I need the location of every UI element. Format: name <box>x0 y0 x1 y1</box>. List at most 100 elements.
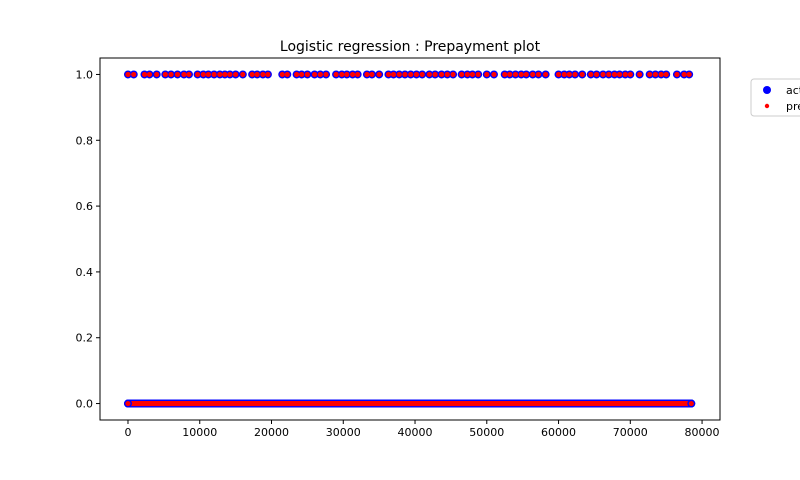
pre-point <box>364 71 370 78</box>
pre-point <box>627 71 633 78</box>
pre-point <box>355 71 361 78</box>
pre-point <box>572 71 578 78</box>
pre-point <box>419 71 425 78</box>
pre-point <box>333 71 339 78</box>
pre-point <box>260 71 266 78</box>
pre-point <box>186 71 192 78</box>
pre-point <box>240 71 246 78</box>
plot-marks <box>123 70 696 408</box>
pre-point <box>376 71 382 78</box>
pre-point <box>168 71 174 78</box>
pre-point <box>450 71 456 78</box>
pre-point <box>317 71 323 78</box>
pre-point <box>606 71 612 78</box>
pre-point <box>205 71 211 78</box>
y-axis: 0.0 0.2 0.4 0.6 0.8 1.0 <box>76 68 100 411</box>
pre-point <box>593 71 600 78</box>
pre-point <box>637 71 643 78</box>
y-tick-label: 0.0 <box>76 398 94 411</box>
x-tick-label: 50000 <box>469 426 504 439</box>
pre-point <box>154 71 160 78</box>
pre-point <box>141 71 148 78</box>
pre-point <box>681 71 687 78</box>
pre-point <box>385 71 392 78</box>
pre-point <box>344 71 350 78</box>
legend-marker-act <box>763 86 771 94</box>
y-tick-label: 1.0 <box>76 68 94 81</box>
pre-point <box>535 71 542 78</box>
pre-point <box>600 71 606 78</box>
pre-point <box>674 71 680 78</box>
pre-point <box>233 71 239 78</box>
y-tick-label: 0.4 <box>76 266 94 279</box>
pre-point <box>588 71 594 78</box>
pre-point <box>652 71 659 78</box>
pre-point <box>162 71 168 78</box>
pre-point <box>647 71 653 78</box>
pre-point <box>686 71 692 78</box>
pre-point <box>390 71 397 78</box>
x-axis: 0 10000 20000 30000 40000 50000 60000 70000 8000… <box>124 420 720 439</box>
pre-point <box>611 71 618 78</box>
chart-title: Logistic regression : Prepayment plot <box>280 39 541 55</box>
pre-point <box>561 71 567 78</box>
pre-point <box>484 71 490 78</box>
x-tick-label: 40000 <box>398 426 433 439</box>
pre-point <box>181 71 187 78</box>
legend: act pre <box>750 78 800 117</box>
pre-point <box>464 71 471 78</box>
pre-point <box>523 71 529 78</box>
pre-point <box>211 71 217 78</box>
x-tick-label: 0 <box>124 426 131 439</box>
x-tick-label: 10000 <box>182 426 217 439</box>
pre-point <box>491 71 497 78</box>
pre-point <box>265 71 271 78</box>
y-tick-label: 0.2 <box>76 332 94 345</box>
pre-point <box>227 71 233 78</box>
pre-point <box>663 71 669 78</box>
pre-point <box>555 71 562 78</box>
pre-point <box>413 71 420 78</box>
pre-point <box>304 71 310 78</box>
pre-point <box>402 71 408 78</box>
pre-point <box>125 400 131 407</box>
pre-point <box>507 71 513 78</box>
x-tick-label: 70000 <box>613 426 648 439</box>
pre-point <box>279 71 285 78</box>
legend-label-act: act <box>786 84 800 97</box>
legend-label-pre: pre <box>786 100 800 113</box>
pre-point <box>688 400 694 407</box>
pre-point <box>200 71 206 78</box>
pre-point <box>408 71 414 78</box>
pre-point <box>475 71 481 78</box>
pre-point <box>622 71 628 78</box>
pre-point <box>131 71 137 78</box>
pre-point <box>396 71 402 78</box>
pre-point <box>518 71 524 78</box>
pre-point <box>349 71 356 78</box>
x-tick-label: 60000 <box>541 426 576 439</box>
pre-point <box>438 71 445 78</box>
pre-point <box>299 71 305 78</box>
x-tick-label: 30000 <box>326 426 361 439</box>
pre-point <box>502 71 508 78</box>
pre-point <box>323 71 329 78</box>
pre-point <box>217 71 223 78</box>
pre-point <box>444 71 450 78</box>
pre-point <box>146 71 153 78</box>
pre-point <box>530 71 536 78</box>
pre-point <box>249 71 255 78</box>
pre-point <box>311 71 318 78</box>
pre-point <box>658 71 664 78</box>
pre-point <box>426 71 432 78</box>
x-tick-label: 80000 <box>685 426 720 439</box>
pre-point <box>369 71 375 78</box>
pre-point <box>469 71 476 78</box>
pre-point <box>616 71 623 78</box>
pre-point <box>579 71 585 78</box>
pre-point <box>566 71 572 78</box>
y-tick-label: 0.8 <box>76 134 94 147</box>
pre-point <box>339 71 345 78</box>
pre-point <box>254 71 260 78</box>
